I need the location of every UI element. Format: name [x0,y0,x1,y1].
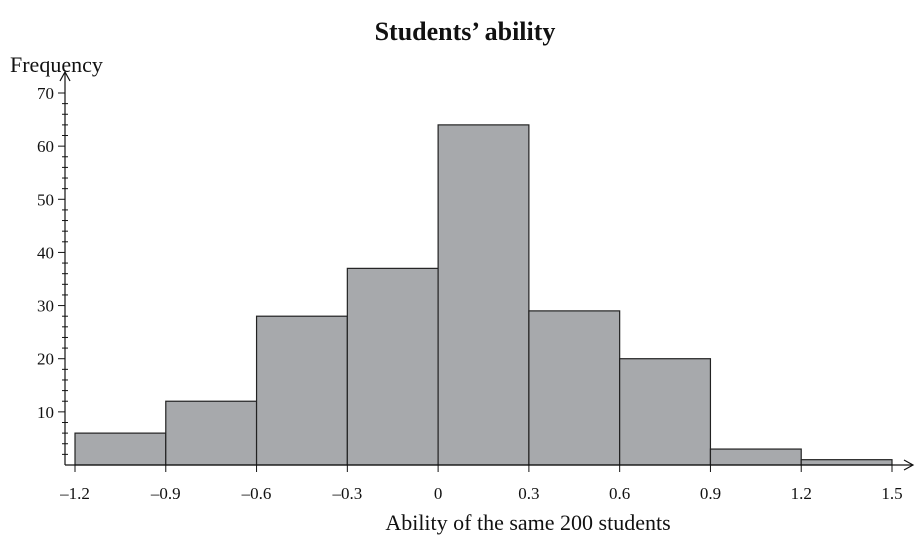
x-axis-label: Ability of the same 200 students [385,510,670,535]
x-tick-label: 0.9 [700,484,721,503]
bars-layer [75,125,892,465]
histogram-bar [710,449,801,465]
x-tick-label: 1.5 [881,484,902,503]
y-tick-label: 50 [37,190,54,209]
chart-title: Students’ ability [375,17,556,46]
histogram-bar [620,359,711,465]
x-tick-label: –0.3 [331,484,362,503]
histogram-bar [75,433,166,465]
x-tick-label: 0.6 [609,484,630,503]
x-tick-label: 0.3 [518,484,539,503]
x-tick-label: 0 [434,484,443,503]
y-tick-label: 70 [37,84,54,103]
x-tick-label: –0.6 [241,484,272,503]
y-tick-label: 10 [37,403,54,422]
histogram-bar [347,268,438,465]
y-tick-label: 60 [37,137,54,156]
y-tick-label: 20 [37,350,54,369]
histogram-bar [257,316,348,465]
x-tick-label: 1.2 [791,484,812,503]
y-tick-label: 30 [37,297,54,316]
x-tick-label: –0.9 [150,484,181,503]
x-tick-label: –1.2 [59,484,90,503]
y-axis-label: Frequency [10,52,103,77]
y-tick-label: 40 [37,243,54,262]
histogram-bar [166,401,257,465]
histogram-bar [438,125,529,465]
histogram-bar [801,460,892,465]
histogram-bar [529,311,620,465]
